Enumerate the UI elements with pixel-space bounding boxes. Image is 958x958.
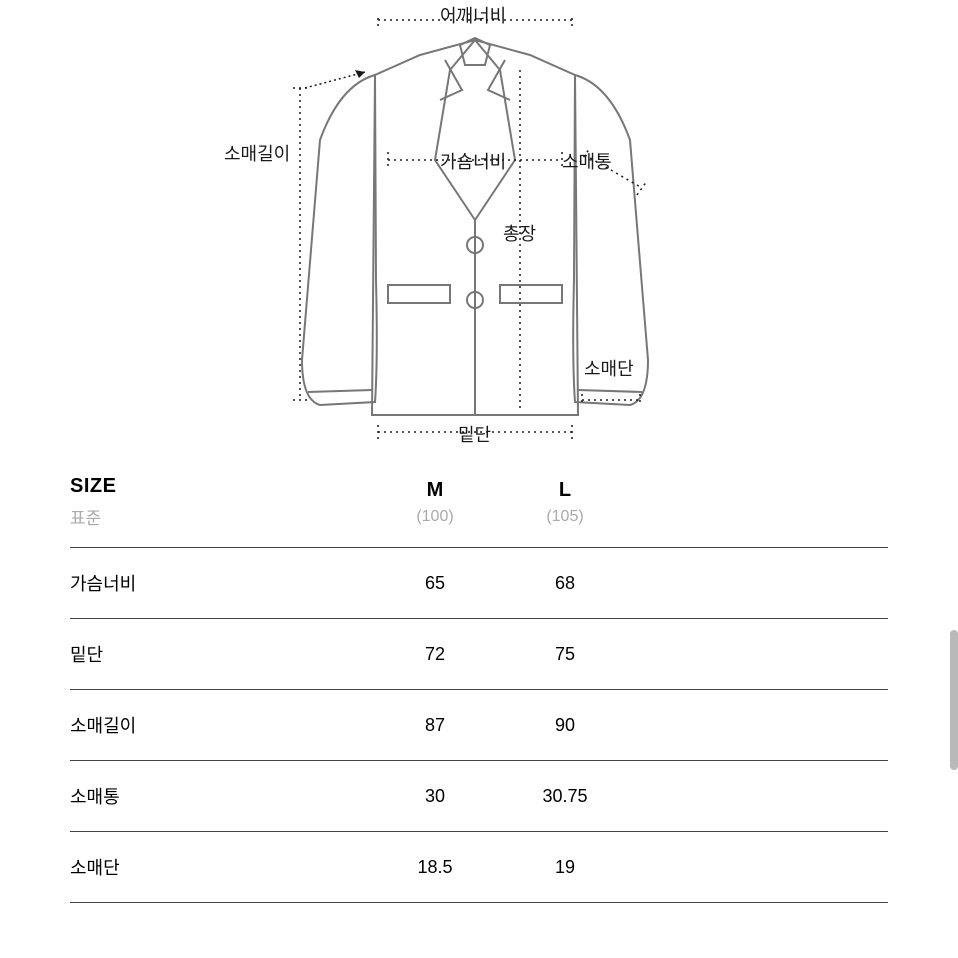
row-val: 65	[370, 573, 500, 594]
label-chest: 가슴너비	[440, 148, 506, 174]
row-val: 90	[500, 715, 630, 736]
row-label: 소매길이	[70, 712, 370, 738]
table-row: 소매길이 87 90	[70, 689, 888, 760]
table-row: 밑단 72 75	[70, 618, 888, 689]
col-sub-1: (105)	[500, 508, 630, 526]
row-val: 30	[370, 786, 500, 807]
col-sub-0: (100)	[370, 508, 500, 526]
size-title: SIZE	[70, 475, 370, 498]
row-val: 75	[500, 644, 630, 665]
row-val: 68	[500, 573, 630, 594]
col-head-0: M	[370, 479, 500, 502]
label-total-length: 총장	[503, 220, 536, 246]
label-hem: 밑단	[458, 421, 491, 447]
row-label: 소매단	[70, 854, 370, 880]
row-label: 밑단	[70, 641, 370, 667]
row-val: 72	[370, 644, 500, 665]
label-sleeve-hem: 소매단	[584, 355, 634, 381]
size-table-header: SIZE 표준 M (100) L (105)	[70, 455, 888, 547]
col-head-1: L	[500, 479, 630, 502]
label-shoulder: 어깨너비	[440, 2, 506, 28]
size-table: SIZE 표준 M (100) L (105) 가슴너비 65 68 밑단 72…	[0, 455, 958, 903]
row-val: 87	[370, 715, 500, 736]
table-row: 소매통 30 30.75	[70, 760, 888, 831]
row-label: 가슴너비	[70, 570, 370, 596]
row-label: 소매통	[70, 783, 370, 809]
label-sleeve-width: 소매통	[562, 148, 612, 174]
row-val: 30.75	[500, 786, 630, 807]
measurement-diagram: 어깨너비 소매길이 가슴너비 소매통 총장 소매단 밑단	[0, 0, 958, 455]
table-row: 소매단 18.5 19	[70, 831, 888, 903]
row-val: 19	[500, 857, 630, 878]
table-row: 가슴너비 65 68	[70, 547, 888, 618]
jacket-svg	[260, 0, 690, 455]
scrollbar-thumb[interactable]	[950, 630, 958, 770]
row-val: 18.5	[370, 857, 500, 878]
standard-label: 표준	[70, 504, 370, 529]
label-sleeve-length: 소매길이	[224, 140, 290, 166]
